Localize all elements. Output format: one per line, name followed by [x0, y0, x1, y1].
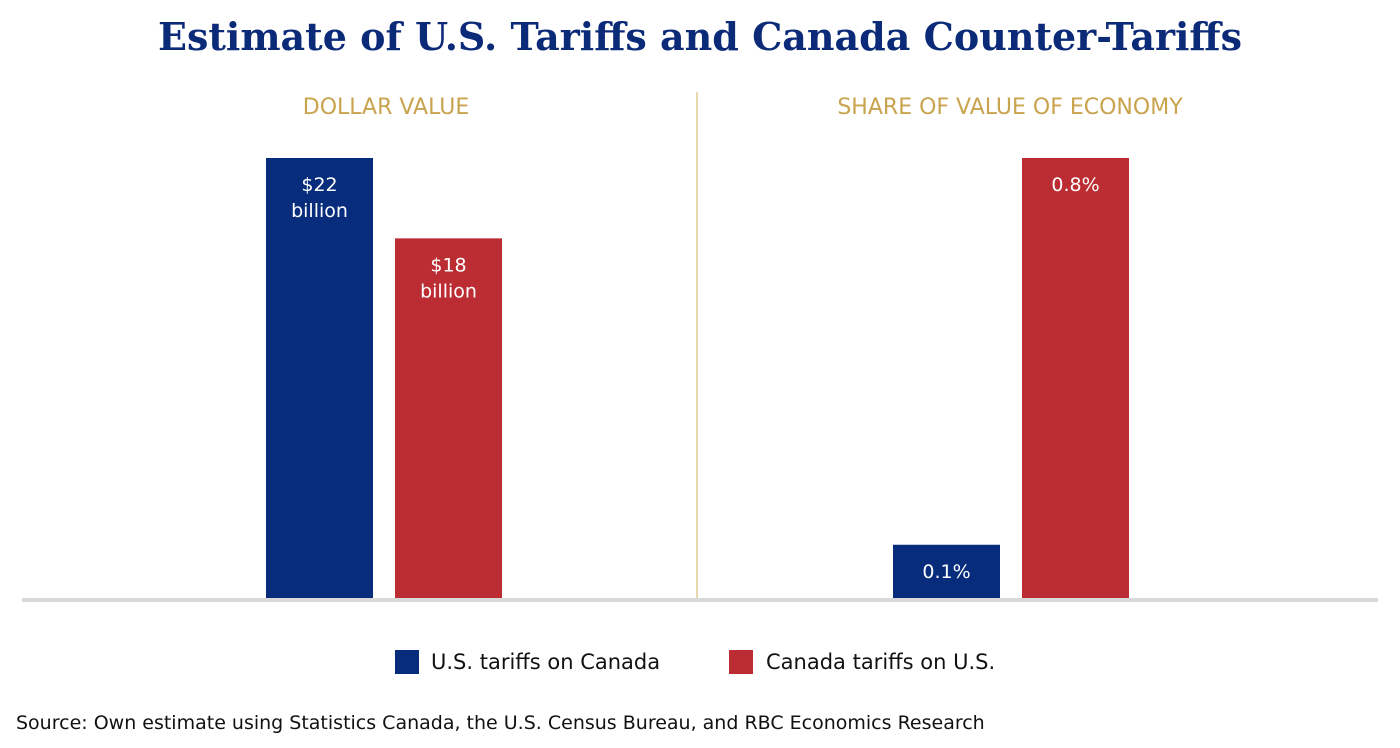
- chart-title: Estimate of U.S. Tariffs and Canada Coun…: [158, 14, 1242, 59]
- bar-value-label: 0.1%: [922, 561, 970, 583]
- legend-label: U.S. tariffs on Canada: [431, 650, 660, 674]
- bar-value-label: $18 billion: [420, 254, 477, 302]
- bar-share-us-tariffs: [893, 544, 1000, 600]
- panel-title-dollar-value-text: DOLLAR VALUE: [303, 95, 469, 120]
- bar-share-canada-tariffs: [1022, 158, 1129, 600]
- bar-dollar-value-canada-tariffs: [395, 238, 502, 600]
- panel-title-share-text: SHARE OF VALUE OF ECONOMY: [837, 95, 1183, 120]
- bar-dollar-value-us-tariffs: [266, 158, 373, 600]
- bars-layer: [266, 158, 1129, 600]
- panel-title-share-of-economy: SHARE OF VALUE OF ECONOMY: [837, 95, 1183, 120]
- bar-value-label: $22 billion: [291, 174, 348, 222]
- legend-swatch: [729, 650, 753, 674]
- bar-value-label: 0.8%: [1051, 174, 1099, 196]
- legend-item: Canada tariffs on U.S.: [729, 650, 995, 674]
- source-note: Source: Own estimate using Statistics Ca…: [16, 712, 985, 734]
- legend-swatch: [395, 650, 419, 674]
- panel-title-dollar-value: DOLLAR VALUE: [303, 95, 469, 120]
- legend-label: Canada tariffs on U.S.: [766, 650, 995, 674]
- bar-labels-layer: $22 billion $18 billion 0.1% 0.8%: [291, 174, 1100, 583]
- legend-item: U.S. tariffs on Canada: [395, 650, 660, 674]
- legend: U.S. tariffs on Canada Canada tariffs on …: [395, 650, 995, 674]
